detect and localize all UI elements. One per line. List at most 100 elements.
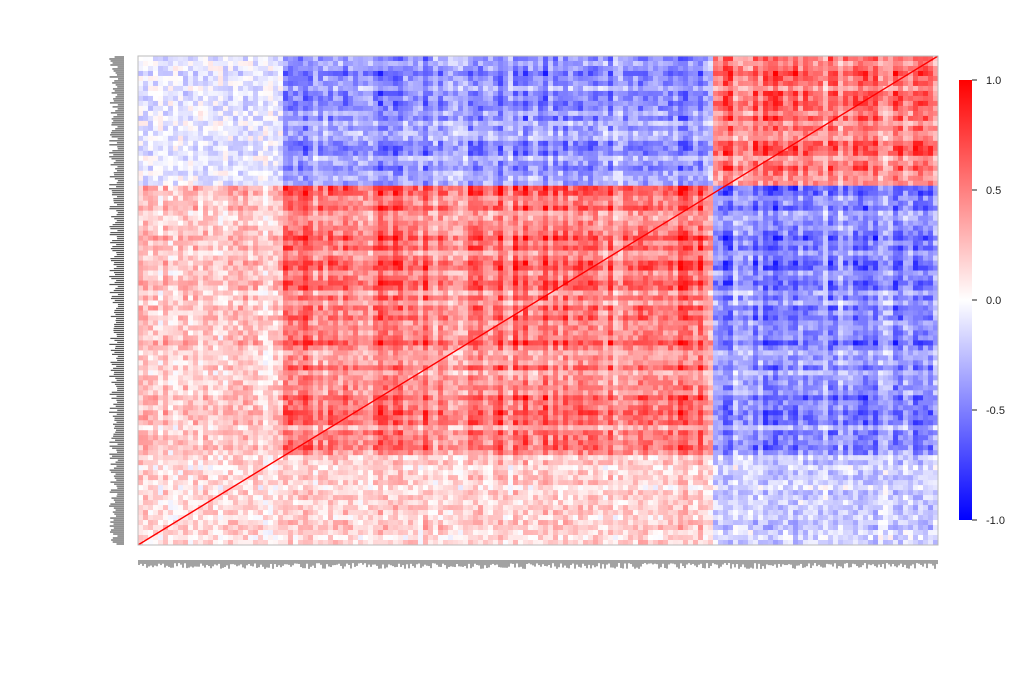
heatmap-cell bbox=[703, 145, 709, 152]
heatmap-cell bbox=[563, 110, 569, 117]
heatmap-cell bbox=[713, 56, 719, 62]
heatmap-cell bbox=[338, 145, 344, 152]
heatmap-cell bbox=[593, 140, 599, 147]
heatmap-cell bbox=[573, 160, 579, 167]
heatmap-cell bbox=[673, 75, 679, 82]
heatmap-cell bbox=[183, 155, 189, 162]
heatmap-cell bbox=[933, 130, 939, 137]
heatmap-cell bbox=[663, 165, 669, 172]
heatmap-cell bbox=[688, 165, 694, 172]
heatmap-cell bbox=[573, 140, 579, 147]
heatmap-cell bbox=[178, 60, 184, 67]
heatmap-cell bbox=[343, 90, 349, 97]
heatmap-cell bbox=[813, 90, 819, 97]
heatmap-cell bbox=[223, 165, 229, 172]
heatmap-cell bbox=[203, 155, 209, 162]
heatmap-cell bbox=[228, 80, 234, 87]
heatmap-cell bbox=[598, 135, 604, 142]
heatmap-cell bbox=[483, 175, 489, 182]
heatmap-cell bbox=[293, 140, 299, 147]
heatmap-cell bbox=[348, 60, 354, 67]
heatmap-cell bbox=[628, 125, 634, 132]
heatmap-cell bbox=[208, 185, 214, 192]
heatmap-cell bbox=[818, 110, 824, 117]
heatmap-cell bbox=[553, 105, 559, 112]
heatmap-cell bbox=[668, 80, 674, 87]
heatmap-cell bbox=[368, 180, 374, 187]
heatmap-cell bbox=[203, 60, 209, 67]
heatmap-cell bbox=[803, 185, 809, 192]
heatmap-cell bbox=[658, 100, 664, 107]
heatmap-cell bbox=[793, 125, 799, 132]
heatmap-cell bbox=[433, 155, 439, 162]
heatmap-cell bbox=[763, 165, 769, 172]
heatmap-cell bbox=[528, 65, 534, 72]
heatmap-cell bbox=[473, 100, 479, 107]
heatmap-cell bbox=[918, 155, 924, 162]
heatmap-cell bbox=[383, 95, 389, 102]
heatmap-cell bbox=[258, 120, 264, 127]
heatmap-cell bbox=[493, 180, 499, 187]
heatmap-cell bbox=[848, 175, 854, 182]
heatmap-cell bbox=[168, 85, 174, 92]
heatmap-cell bbox=[568, 175, 574, 182]
heatmap-cell bbox=[838, 120, 844, 127]
heatmap-cell bbox=[563, 56, 569, 62]
heatmap-cell bbox=[283, 130, 289, 137]
heatmap-cell bbox=[558, 105, 564, 112]
heatmap-cell bbox=[258, 75, 264, 82]
heatmap-cell bbox=[698, 140, 704, 147]
heatmap-cell bbox=[508, 155, 514, 162]
heatmap-cell bbox=[178, 180, 184, 187]
heatmap-cell bbox=[358, 165, 364, 172]
heatmap-cell bbox=[713, 80, 719, 87]
heatmap-cell bbox=[668, 140, 674, 147]
heatmap-cell bbox=[748, 110, 754, 117]
heatmap-cell bbox=[403, 110, 409, 117]
heatmap-cell bbox=[218, 115, 224, 122]
heatmap-cell bbox=[243, 175, 249, 182]
heatmap-cell bbox=[773, 105, 779, 112]
heatmap-cell bbox=[528, 75, 534, 82]
heatmap-cell bbox=[773, 130, 779, 137]
heatmap-cell bbox=[158, 180, 164, 187]
heatmap-cell bbox=[603, 150, 609, 157]
heatmap-cell bbox=[443, 135, 449, 142]
heatmap-cell bbox=[263, 56, 269, 62]
heatmap-cell bbox=[223, 150, 229, 157]
heatmap-cell bbox=[358, 105, 364, 112]
heatmap-cell bbox=[803, 65, 809, 72]
heatmap-cell bbox=[143, 160, 149, 167]
heatmap-cell bbox=[848, 56, 854, 62]
heatmap-cell bbox=[788, 56, 794, 62]
heatmap-cell bbox=[298, 60, 304, 67]
heatmap-cell bbox=[328, 160, 334, 167]
heatmap-cell bbox=[858, 110, 864, 117]
heatmap-cell bbox=[368, 160, 374, 167]
heatmap-cell bbox=[478, 110, 484, 117]
heatmap-cell bbox=[863, 115, 869, 122]
heatmap-cell bbox=[768, 170, 774, 177]
heatmap-cell bbox=[168, 105, 174, 112]
heatmap-cell bbox=[888, 150, 894, 157]
heatmap-cell bbox=[913, 135, 919, 142]
heatmap-cell bbox=[138, 135, 144, 142]
heatmap-cell bbox=[893, 170, 899, 177]
heatmap-cell bbox=[928, 85, 934, 92]
heatmap-cell bbox=[308, 165, 314, 172]
heatmap-cell bbox=[403, 56, 409, 62]
heatmap-cell bbox=[868, 180, 874, 187]
heatmap-cell bbox=[433, 185, 439, 192]
heatmap-cell bbox=[618, 120, 624, 127]
heatmap-cell bbox=[163, 135, 169, 142]
heatmap-cell bbox=[218, 110, 224, 117]
heatmap-cell bbox=[478, 100, 484, 107]
heatmap-cell bbox=[678, 85, 684, 92]
heatmap-cell bbox=[453, 115, 459, 122]
heatmap-cell bbox=[633, 95, 639, 102]
heatmap-cell bbox=[348, 170, 354, 177]
heatmap-cell bbox=[483, 155, 489, 162]
heatmap-cell bbox=[168, 115, 174, 122]
heatmap-cell bbox=[788, 180, 794, 187]
heatmap-cell bbox=[208, 90, 214, 97]
